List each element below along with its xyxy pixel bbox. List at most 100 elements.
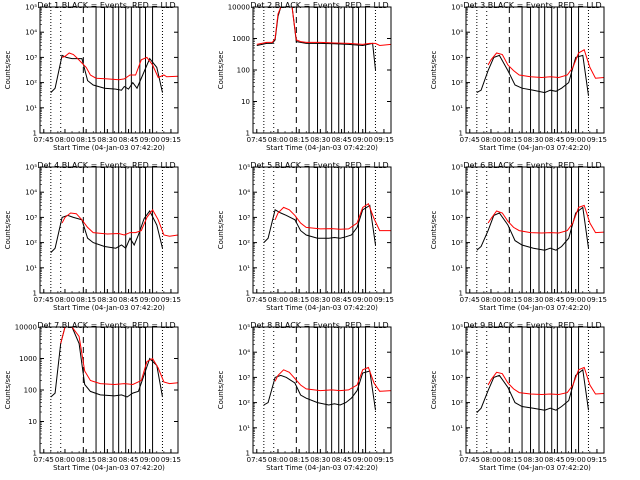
x-tick-label: 07:45 (247, 456, 267, 464)
x-tick-label: 09:15 (374, 456, 394, 464)
x-axis-label: Start Time (04-Jan-03 07:42:20) (266, 144, 378, 152)
x-tick-label: 08:45 (331, 456, 351, 464)
plot-frame (465, 166, 605, 294)
series-events-line (263, 370, 376, 411)
chart-title: Det 3 BLACK = Events, RED = LLD (463, 1, 601, 10)
series-events-line (50, 54, 163, 93)
series-events-line (256, 6, 376, 71)
x-tick-label: 08:00 (481, 296, 501, 304)
y-tick-label: 10² (238, 239, 250, 247)
series-lld-line (61, 208, 179, 237)
x-tick-label: 09:15 (587, 296, 607, 304)
plot-frame (39, 6, 179, 134)
series-lld-line (487, 49, 605, 79)
y-tick-label: 10² (451, 399, 463, 407)
y-tick-label: 1 (459, 290, 463, 298)
y-tick-label: 10⁵ (451, 164, 463, 172)
plot-frame (465, 6, 605, 134)
y-tick-label: 10³ (238, 374, 250, 382)
y-tick-label: 10¹ (238, 424, 250, 432)
x-axis-label: Start Time (04-Jan-03 07:42:20) (266, 304, 378, 312)
chart-svg: Det 2 BLACK = Events, RED = LLD 1 10 100 100… (217, 1, 394, 152)
x-tick-label: 08:00 (268, 456, 288, 464)
x-tick-label: 08:30 (310, 296, 330, 304)
y-tick-label: 10⁵ (238, 164, 250, 172)
x-tick-label: 08:30 (97, 296, 117, 304)
x-tick-label: 08:15 (502, 456, 522, 464)
y-tick-label: 100 (24, 387, 37, 395)
y-tick-label: 10 (241, 98, 250, 106)
y-tick-label: 10⁵ (238, 324, 250, 332)
chart-title: Det 8 BLACK = Events, RED = LLD (250, 321, 388, 330)
detector-panel-8: Det 8 BLACK = Events, RED = LLD 1 10¹ 10² 10… (213, 320, 426, 480)
series-lld-line (256, 6, 392, 47)
chart-svg: Det 8 BLACK = Events, RED = LLD 1 10¹ 10² 10… (217, 321, 394, 472)
x-tick-label: 08:30 (310, 136, 330, 144)
y-tick-label: 10³ (451, 374, 463, 382)
x-tick-label: 07:45 (460, 456, 480, 464)
y-tick-label: 10² (238, 399, 250, 407)
y-axis-label: Counts/sec (430, 211, 438, 250)
y-tick-label: 10⁵ (451, 324, 463, 332)
x-tick-label: 08:30 (523, 456, 543, 464)
x-tick-label: 09:15 (161, 296, 181, 304)
x-tick-label: 08:45 (544, 456, 564, 464)
x-tick-label: 07:45 (247, 296, 267, 304)
x-tick-label: 08:15 (76, 136, 96, 144)
x-tick-label: 08:15 (289, 296, 309, 304)
x-tick-label: 08:30 (310, 456, 330, 464)
y-tick-label: 10⁵ (25, 164, 37, 172)
detector-panel-6: Det 6 BLACK = Events, RED = LLD 1 10¹ 10² 10… (426, 160, 639, 320)
x-tick-label: 08:15 (502, 296, 522, 304)
y-tick-label: 100 (237, 67, 250, 75)
x-axis-label: Start Time (04-Jan-03 07:42:20) (266, 464, 378, 472)
series-events-line (476, 206, 589, 251)
x-tick-label: 08:15 (289, 136, 309, 144)
x-axis-label: Start Time (04-Jan-03 07:42:20) (479, 304, 591, 312)
chart-svg: Det 5 BLACK = Events, RED = LLD 1 10¹ 10² 10… (217, 161, 394, 312)
x-axis-label: Start Time (04-Jan-03 07:42:20) (479, 464, 591, 472)
x-tick-label: 09:15 (161, 136, 181, 144)
x-tick-label: 08:45 (118, 296, 138, 304)
y-tick-label: 1000 (232, 35, 250, 43)
y-tick-label: 10² (25, 79, 37, 87)
x-tick-label: 07:45 (34, 456, 54, 464)
series-events-line (263, 204, 376, 246)
x-tick-label: 07:45 (460, 296, 480, 304)
chart-svg: Det 3 BLACK = Events, RED = LLD 1 10¹ 10² 10… (430, 1, 607, 152)
chart-title: Det 9 BLACK = Events, RED = LLD (463, 321, 601, 330)
series-lld-line (487, 366, 605, 396)
plot-frame (465, 326, 605, 454)
x-tick-label: 09:00 (566, 136, 586, 144)
y-tick-label: 10⁴ (238, 349, 250, 357)
series-lld-line (274, 366, 392, 392)
y-axis-label: Counts/sec (4, 371, 12, 410)
y-axis-label: Counts/sec (217, 211, 225, 250)
y-tick-label: 10¹ (451, 104, 463, 112)
y-tick-label: 10³ (25, 54, 37, 62)
y-tick-label: 10¹ (25, 264, 37, 272)
y-axis-label: Counts/sec (4, 51, 12, 90)
y-tick-label: 10000 (15, 324, 37, 332)
y-axis-label: Counts/sec (217, 51, 225, 90)
detector-panel-4: Det 4 BLACK = Events, RED = LLD 1 10¹ 10² 10… (0, 160, 213, 320)
x-tick-label: 08:00 (481, 456, 501, 464)
detector-panel-7: Det 7 BLACK = Events, RED = LLD 1 10 100 100… (0, 320, 213, 480)
x-axis-label: Start Time (04-Jan-03 07:42:20) (479, 144, 591, 152)
x-tick-label: 09:15 (161, 456, 181, 464)
x-tick-label: 09:15 (587, 136, 607, 144)
y-tick-label: 1 (459, 450, 463, 458)
y-tick-label: 1 (33, 450, 37, 458)
y-tick-label: 10³ (25, 214, 37, 222)
x-tick-label: 08:45 (118, 136, 138, 144)
chart-title: Det 7 BLACK = Events, RED = LLD (37, 321, 175, 330)
chart-svg: Det 6 BLACK = Events, RED = LLD 1 10¹ 10² 10… (430, 161, 607, 312)
chart-svg: Det 4 BLACK = Events, RED = LLD 1 10¹ 10² 10… (4, 161, 181, 312)
x-tick-label: 08:15 (289, 456, 309, 464)
detector-panel-9: Det 9 BLACK = Events, RED = LLD 1 10¹ 10² 10… (426, 320, 639, 480)
y-tick-label: 10⁴ (451, 349, 463, 357)
x-tick-label: 08:45 (544, 136, 564, 144)
y-tick-label: 10⁵ (25, 4, 37, 12)
chart-title: Det 2 BLACK = Events, RED = LLD (250, 1, 388, 10)
chart-title: Det 5 BLACK = Events, RED = LLD (250, 161, 388, 170)
